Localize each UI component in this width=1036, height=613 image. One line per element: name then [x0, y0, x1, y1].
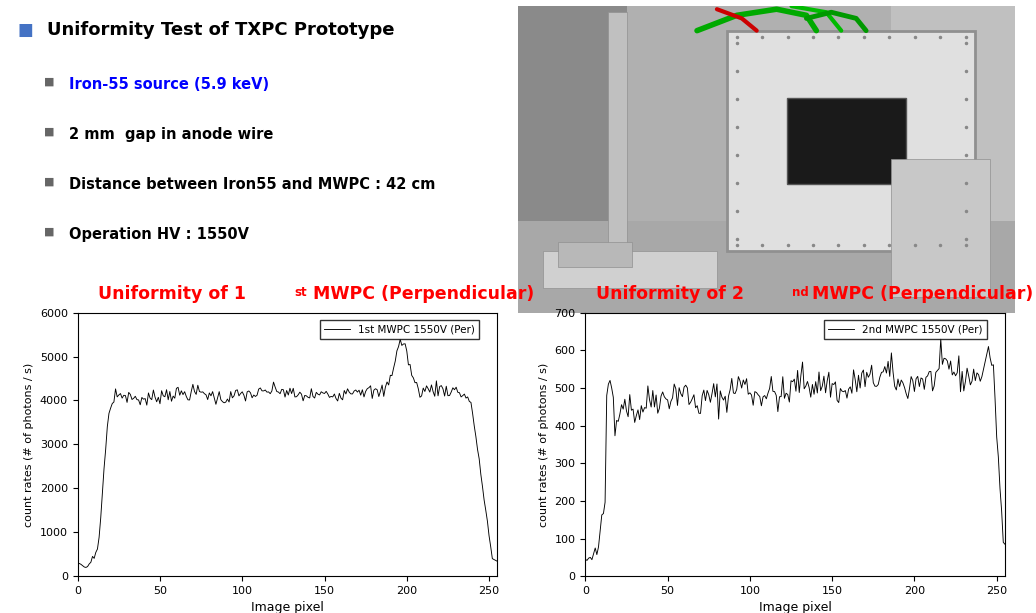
Text: ■: ■ [45, 227, 55, 237]
Bar [518, 6, 628, 313]
Legend: 2nd MWPC 1550V (Per): 2nd MWPC 1550V (Per) [824, 321, 987, 339]
Text: nd: nd [792, 286, 808, 299]
Text: Operation HV : 1550V: Operation HV : 1550V [68, 227, 249, 242]
Y-axis label: count rates (# of photons / s): count rates (# of photons / s) [539, 362, 549, 527]
Bar [518, 221, 1015, 313]
Bar [786, 98, 905, 184]
Text: ■: ■ [45, 77, 55, 87]
Legend: 1st MWPC 1550V (Per): 1st MWPC 1550V (Per) [320, 321, 480, 339]
Bar [891, 159, 990, 297]
Text: ■: ■ [18, 21, 33, 39]
Bar [557, 242, 632, 267]
Text: MWPC (Perpendicular): MWPC (Perpendicular) [307, 286, 534, 303]
Text: Uniformity Test of TXPC Prototype: Uniformity Test of TXPC Prototype [47, 21, 395, 39]
Bar [727, 31, 976, 251]
Text: st: st [294, 286, 307, 299]
Bar [543, 251, 717, 288]
Text: Iron-55 source (5.9 keV): Iron-55 source (5.9 keV) [68, 77, 269, 92]
Bar [891, 6, 1015, 313]
Text: 2 mm  gap in anode wire: 2 mm gap in anode wire [68, 127, 274, 142]
Text: ■: ■ [45, 177, 55, 187]
Text: ■: ■ [45, 127, 55, 137]
Text: Uniformity of 1: Uniformity of 1 [98, 286, 247, 303]
Text: Uniformity of 2: Uniformity of 2 [596, 286, 744, 303]
X-axis label: Image pixel: Image pixel [251, 601, 324, 613]
Bar [926, 190, 951, 221]
Y-axis label: count rates (# of photons / s): count rates (# of photons / s) [24, 362, 34, 527]
Bar [607, 12, 628, 282]
X-axis label: Image pixel: Image pixel [758, 601, 832, 613]
Text: Distance between Iron55 and MWPC : 42 cm: Distance between Iron55 and MWPC : 42 cm [68, 177, 435, 192]
Text: MWPC (Perpendicular): MWPC (Perpendicular) [806, 286, 1033, 303]
